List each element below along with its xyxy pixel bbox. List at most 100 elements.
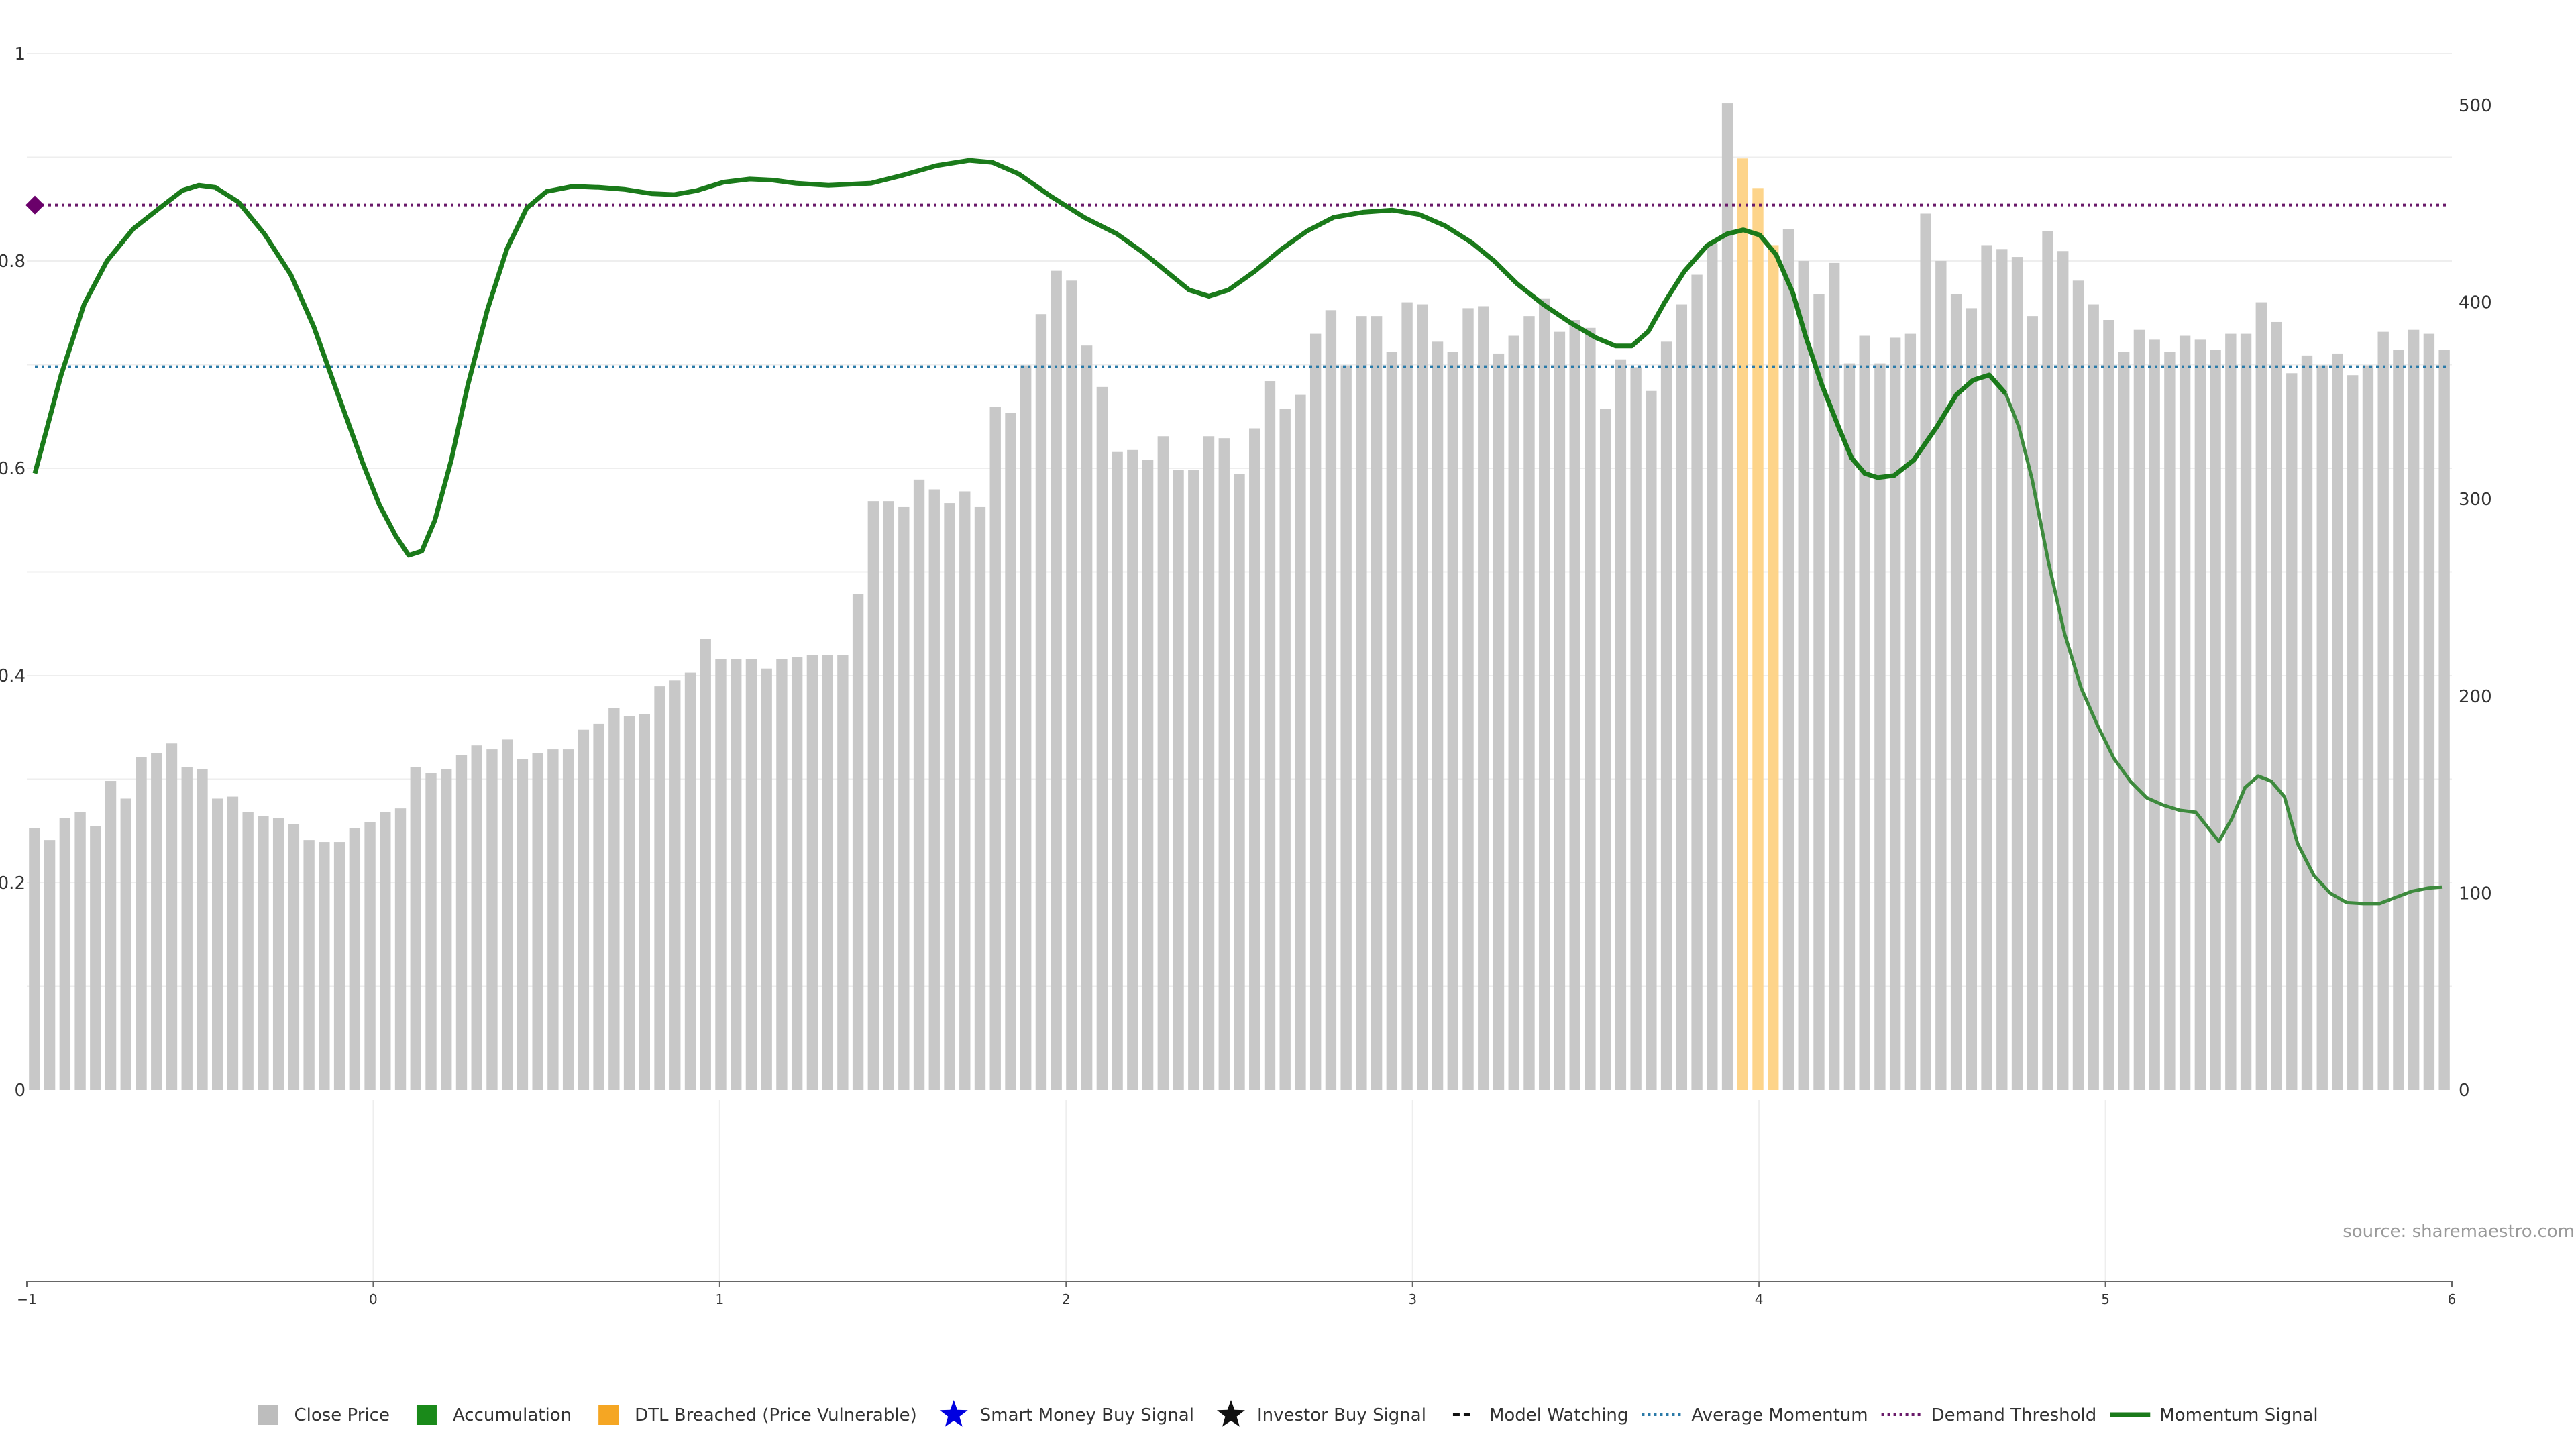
- close-price-bar: [2286, 373, 2298, 1090]
- x-gridlines: [372, 1100, 2106, 1281]
- close-price-bar: [380, 812, 391, 1090]
- close-price-bar: [1539, 298, 1550, 1091]
- close-price-bar: [959, 491, 971, 1090]
- close-price-bar: [623, 716, 635, 1090]
- close-price-bar: [441, 769, 452, 1090]
- legend-item-watch: Model Watching: [1452, 1405, 1628, 1426]
- close-price-bar: [1112, 451, 1123, 1090]
- close-price-bar: [761, 668, 772, 1090]
- close-price-bar: [1904, 333, 1917, 1091]
- close-price-bar: [654, 686, 665, 1090]
- legend-label: Demand Threshold: [1931, 1405, 2097, 1426]
- close-price-bar: [74, 812, 86, 1090]
- legend-star-icon: [939, 1400, 968, 1427]
- close-price-bar: [242, 812, 254, 1090]
- dtl-breached-bar: [1737, 158, 1748, 1090]
- left-axis-tick-label: 1: [14, 44, 25, 64]
- close-price-bar: [2316, 365, 2328, 1090]
- close-price-bar: [1371, 316, 1383, 1090]
- close-price-bar: [837, 655, 849, 1090]
- close-price-bar: [669, 680, 681, 1090]
- close-price-bar: [1401, 302, 1413, 1091]
- close-price-bar: [822, 655, 833, 1090]
- right-axis-tick-label: 100: [2459, 883, 2492, 904]
- close-price-bar: [1462, 308, 1474, 1090]
- close-price-bar: [1721, 103, 1733, 1090]
- close-price-bar: [258, 816, 269, 1090]
- close-price-bar: [364, 822, 376, 1090]
- x-axis-tick-label: 5: [2101, 1291, 2110, 1307]
- close-price-bar: [486, 749, 498, 1090]
- close-price-bar: [471, 745, 482, 1090]
- close-price-bar: [1630, 367, 1642, 1090]
- legend-swatch: [598, 1405, 619, 1425]
- close-price-bar: [2271, 321, 2282, 1091]
- close-price-bar: [136, 757, 147, 1090]
- close-price-bar: [2423, 333, 2435, 1091]
- left-axis-tick-label: 0.2: [0, 873, 25, 894]
- close-price-bar: [1447, 352, 1458, 1090]
- right-axis-tick-label: 200: [2459, 687, 2492, 707]
- close-price-bar: [852, 594, 864, 1090]
- close-price-bar: [90, 826, 101, 1090]
- close-price-bar: [1249, 428, 1260, 1090]
- legend-label: Close Price: [294, 1405, 390, 1426]
- close-price-bar: [1173, 470, 1184, 1090]
- close-price-bar: [1599, 409, 1611, 1090]
- legend-label: Model Watching: [1489, 1405, 1628, 1426]
- x-axis-tick-label: −1: [17, 1291, 36, 1307]
- left-axis-tick-label: 0.8: [0, 252, 25, 272]
- close-price-bar: [2149, 339, 2160, 1090]
- close-price-bar: [29, 828, 40, 1090]
- right-axis: 0 100 200 300 400 500: [2459, 96, 2492, 1101]
- close-price-bar: [731, 659, 742, 1090]
- close-price-bar: [1615, 359, 1627, 1090]
- close-price-bar: [547, 749, 559, 1090]
- close-price-bar: [501, 739, 513, 1090]
- close-price-bar: [2103, 320, 2114, 1090]
- close-price-bar: [1203, 436, 1215, 1090]
- close-price-bar: [791, 657, 803, 1090]
- close-price-bar: [1081, 345, 1093, 1091]
- demand-threshold-diamond: [25, 195, 44, 215]
- close-price-bar: [1691, 274, 1703, 1090]
- close-price-bar: [1569, 320, 1580, 1090]
- close-price-bar: [1295, 394, 1306, 1090]
- close-price-bar: [2240, 333, 2252, 1091]
- close-price-bar: [2057, 251, 2069, 1090]
- close-price-bar: [2438, 350, 2450, 1090]
- close-price-bar: [867, 501, 879, 1090]
- close-price-bar: [303, 840, 315, 1090]
- close-price-bar: [1066, 280, 1077, 1090]
- dtl-breached-bar: [1752, 188, 1764, 1090]
- close-price-bar: [2179, 335, 2191, 1090]
- close-price-bar: [1813, 294, 1825, 1090]
- close-price-bar: [1478, 306, 1489, 1091]
- x-axis-tick-label: 3: [1408, 1291, 1417, 1307]
- demand-threshold-marker: [25, 195, 44, 215]
- close-price-bar: [394, 808, 407, 1090]
- legend-item-dtl: DTL Breached (Price Vulnerable): [598, 1405, 917, 1426]
- close-price-bar: [974, 506, 986, 1090]
- momentum-line-weak: [2004, 392, 2443, 906]
- close-price-bar: [1950, 294, 1962, 1090]
- close-price-bar: [1096, 386, 1108, 1090]
- momentum-signal: [32, 158, 2443, 906]
- close-price-bar: [700, 639, 711, 1090]
- close-price-bar: [1020, 365, 1032, 1090]
- close-price-bar: [1127, 449, 1138, 1090]
- close-price-bar: [288, 824, 300, 1090]
- legend-item-avg: Average Momentum: [1642, 1405, 1868, 1426]
- close-price-bar: [455, 755, 468, 1090]
- close-price-bar: [1340, 365, 1352, 1090]
- left-axis-tick-label: 0: [14, 1081, 25, 1101]
- close-price-bar: [105, 781, 117, 1090]
- legend-label: Smart Money Buy Signal: [980, 1405, 1194, 1426]
- x-axis-tick-label: 4: [1755, 1291, 1764, 1307]
- close-price-bar: [745, 659, 757, 1090]
- close-price-bar: [1386, 352, 1398, 1090]
- close-price-bar: [1309, 333, 1322, 1091]
- close-price-bar: [2362, 365, 2374, 1090]
- close-price-bar: [1188, 470, 1199, 1090]
- close-price-bar: [212, 798, 223, 1090]
